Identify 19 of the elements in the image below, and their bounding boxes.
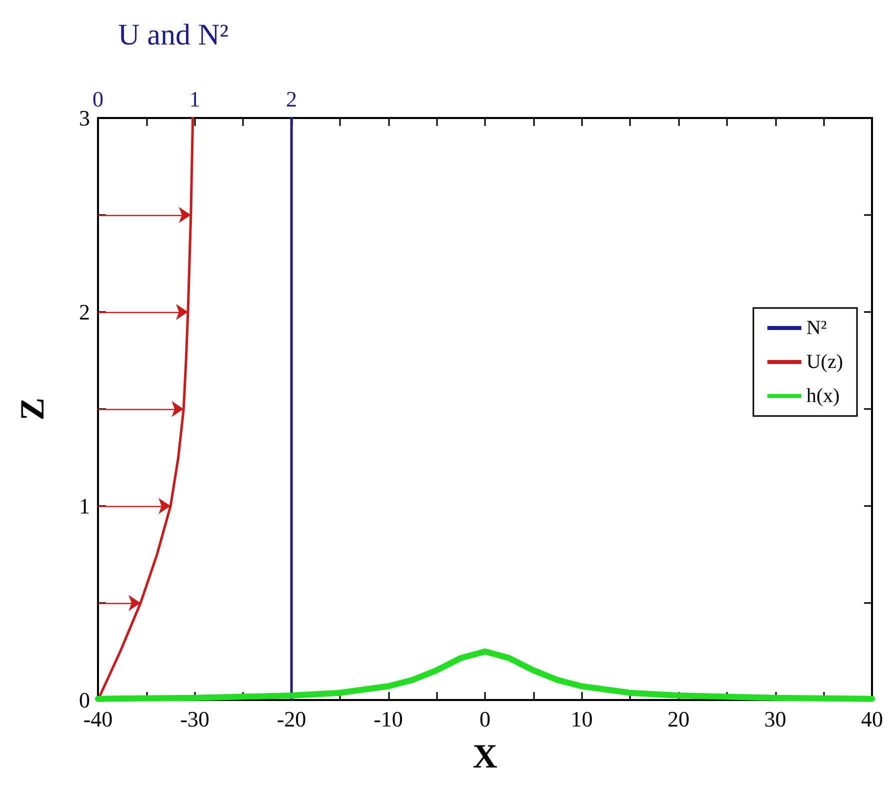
- x-tick-label: -10: [374, 706, 403, 732]
- legend-label: h(x): [806, 385, 840, 407]
- x-tick-label: 40: [861, 706, 883, 732]
- y-axis-title: Z: [14, 398, 52, 420]
- y-tick-label: 3: [79, 106, 90, 130]
- x-tick-label: -30: [180, 706, 210, 732]
- x-tick-label: 0: [480, 706, 490, 732]
- x-tick-label: 30: [764, 706, 786, 732]
- x2-tick-label: 1: [189, 86, 200, 112]
- legend-label: U(z): [806, 351, 843, 373]
- x-tick-label: 20: [668, 706, 690, 732]
- y-tick-label: 1: [79, 494, 90, 518]
- x-tick-label: 10: [570, 706, 593, 732]
- legend-label: N²: [806, 317, 827, 339]
- x2-tick-label: 2: [286, 86, 297, 112]
- x-tick-label: -20: [276, 706, 306, 732]
- y-tick-label: 2: [79, 300, 90, 324]
- x2-axis-title: U and N²: [118, 18, 229, 52]
- x-axis-title: X: [472, 738, 498, 776]
